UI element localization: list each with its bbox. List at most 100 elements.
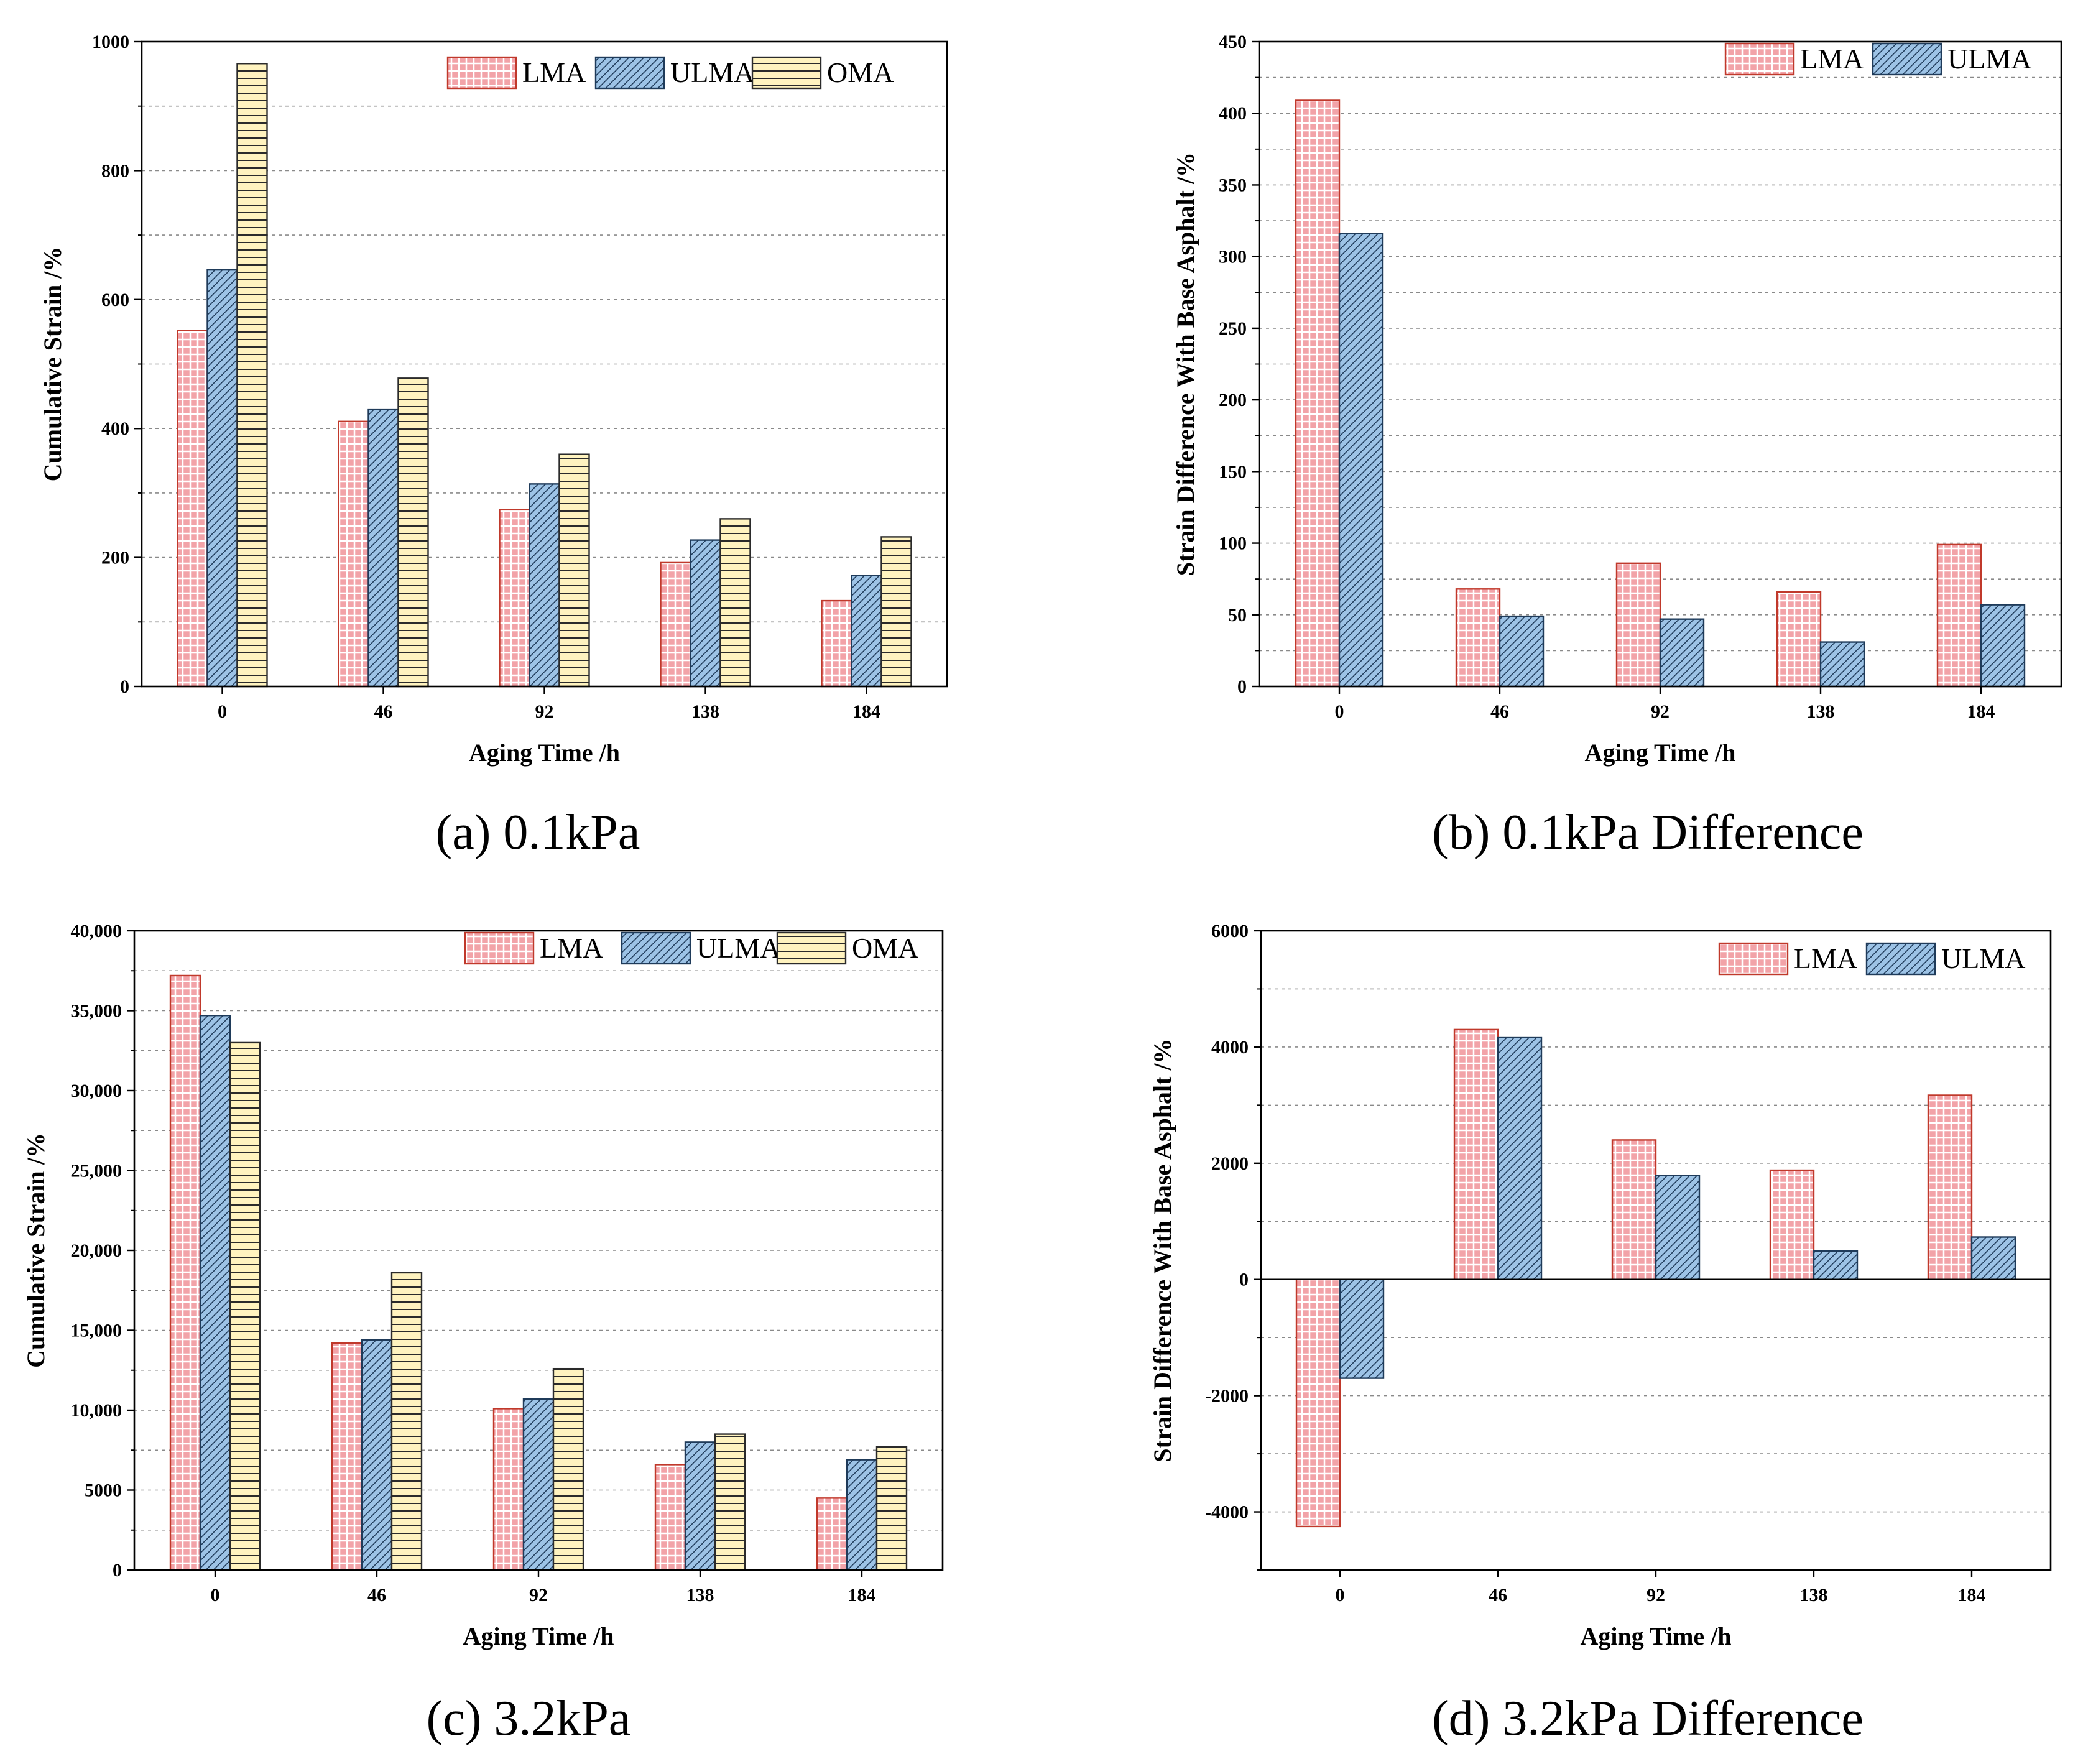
legend-label: ULMA: [696, 932, 780, 964]
x-tick-label: 184: [852, 701, 880, 722]
y-tick-label: 0: [120, 677, 129, 697]
y-tick-label: 450: [1219, 32, 1247, 52]
x-tick-label: 184: [1958, 1585, 1986, 1605]
x-axis-title: Aging Time /h: [463, 1622, 614, 1650]
bar-oma-138: [714, 1433, 746, 1571]
x-tick-label: 184: [848, 1585, 876, 1605]
y-tick-label: 350: [1219, 175, 1247, 195]
diagonal-hatch-swatch: [1865, 942, 1936, 976]
y-tick-label: 50: [1228, 605, 1247, 626]
x-tick-label: 92: [1651, 701, 1670, 722]
x-tick-label: 46: [367, 1585, 386, 1605]
bar-lma-184: [1936, 543, 1982, 688]
x-axis-title: Aging Time /h: [1584, 739, 1735, 767]
bar-lma-184: [821, 599, 852, 688]
x-tick-label: 0: [218, 701, 227, 722]
legend-label: ULMA: [1947, 43, 2031, 75]
y-tick-label: 100: [1219, 533, 1247, 554]
bar-ulma-184: [846, 1459, 878, 1571]
legend-label: LMA: [1794, 943, 1857, 974]
bar-ulma-92: [522, 1398, 555, 1571]
bar-oma-92: [552, 1367, 584, 1571]
bar-ulma-92: [529, 483, 560, 688]
y-tick-label: 200: [1219, 390, 1247, 410]
bar-lma-46: [1453, 1028, 1499, 1280]
chart-panel-c: 0 5000 10,000 15,000 20,000 25,000 30,000 35,00…: [22, 921, 944, 1746]
legend-label: LMA: [540, 932, 603, 964]
y-tick-label: -2000: [1205, 1386, 1249, 1406]
chart-panel-d: -4000 -2000 0 2000 4000 6000 0 46 92 138 184 Aging …: [1148, 921, 2052, 1746]
x-tick-label: 138: [1807, 701, 1835, 722]
bar-oma-184: [880, 536, 912, 688]
y-tick-label: 0: [1237, 677, 1247, 697]
x-tick-label: 46: [1490, 701, 1509, 722]
bar-lma-46: [338, 420, 369, 688]
bar-ulma-0: [206, 269, 238, 688]
legend-label: OMA: [852, 932, 918, 964]
bar-lma-0: [1295, 1278, 1341, 1528]
bar-ulma-0: [1338, 233, 1384, 688]
bar-ulma-184: [851, 575, 882, 688]
bar-lma-138: [654, 1464, 686, 1571]
bar-ulma-92: [1659, 618, 1705, 688]
y-tick-label: 200: [101, 548, 129, 568]
y-tick-label: 0: [1239, 1270, 1249, 1290]
x-tick-label: 0: [1335, 701, 1344, 722]
bar-lma-46: [1455, 588, 1501, 688]
bar-lma-46: [331, 1342, 363, 1571]
bar-ulma-138: [1813, 1250, 1859, 1280]
x-tick-label: 92: [535, 701, 554, 722]
bar-lma-138: [1776, 591, 1822, 688]
bar-ulma-138: [684, 1441, 716, 1571]
bar-ulma-184: [1980, 604, 2026, 688]
x-tick-label: 0: [1336, 1585, 1345, 1605]
legend-label: ULMA: [1941, 943, 2025, 974]
bar-lma-184: [816, 1497, 848, 1571]
y-tick-label: 2000: [1211, 1153, 1249, 1174]
y-axis-title: Strain Difference With Base Asphalt /%: [1171, 152, 1199, 576]
bar-ulma-138: [1819, 641, 1865, 688]
diagonal-hatch-swatch: [594, 56, 665, 90]
bar-lma-92: [1615, 562, 1661, 688]
y-tick-label: 15,000: [71, 1321, 122, 1341]
bar-oma-184: [875, 1446, 908, 1571]
y-tick-label: 40,000: [71, 921, 122, 941]
bar-ulma-46: [1497, 1036, 1543, 1280]
y-tick-label: 800: [101, 160, 129, 181]
x-tick-label: 92: [1647, 1585, 1665, 1605]
y-tick-label: 4000: [1211, 1037, 1249, 1058]
legend-label: OMA: [827, 57, 894, 88]
bar-ulma-92: [1655, 1175, 1701, 1280]
bar-lma-0: [169, 974, 201, 1571]
y-tick-label: 0: [113, 1560, 122, 1581]
x-tick-label: 0: [211, 1585, 220, 1605]
y-axis-title: Cumulative Strain /%: [22, 1133, 50, 1368]
y-tick-label: 300: [1219, 247, 1247, 267]
x-tick-label: 46: [374, 701, 393, 722]
chart-panel-a: 0 200 400 600 800 1000 0 46 92 138 184 Aging Time /…: [39, 32, 948, 860]
bar-lma-92: [499, 509, 530, 688]
grid-hatch-swatch: [1718, 942, 1789, 976]
y-tick-label: 1000: [92, 32, 129, 52]
y-tick-label: 400: [1219, 103, 1247, 124]
x-axis-title: Aging Time /h: [1580, 1622, 1731, 1650]
y-tick-label: 250: [1219, 318, 1247, 339]
panel-caption: (b) 0.1kPa Difference: [1432, 805, 1864, 860]
bar-lma-184: [1927, 1094, 1973, 1280]
bar-ulma-46: [367, 408, 399, 688]
x-tick-label: 138: [1800, 1585, 1828, 1605]
bar-ulma-184: [1970, 1236, 2016, 1280]
legend-label: LMA: [522, 57, 586, 88]
bar-oma-0: [229, 1041, 261, 1571]
bar-ulma-46: [361, 1339, 393, 1571]
bar-ulma-0: [1339, 1278, 1385, 1379]
y-tick-label: 6000: [1211, 921, 1249, 941]
y-tick-label: -4000: [1205, 1502, 1249, 1523]
bar-lma-138: [660, 561, 691, 688]
grid-hatch-swatch: [464, 931, 535, 965]
diagonal-hatch-swatch: [621, 931, 691, 965]
x-tick-label: 138: [686, 1585, 714, 1605]
bar-oma-92: [558, 453, 590, 688]
diagonal-hatch-swatch: [1872, 42, 1942, 76]
bar-lma-0: [177, 330, 208, 688]
